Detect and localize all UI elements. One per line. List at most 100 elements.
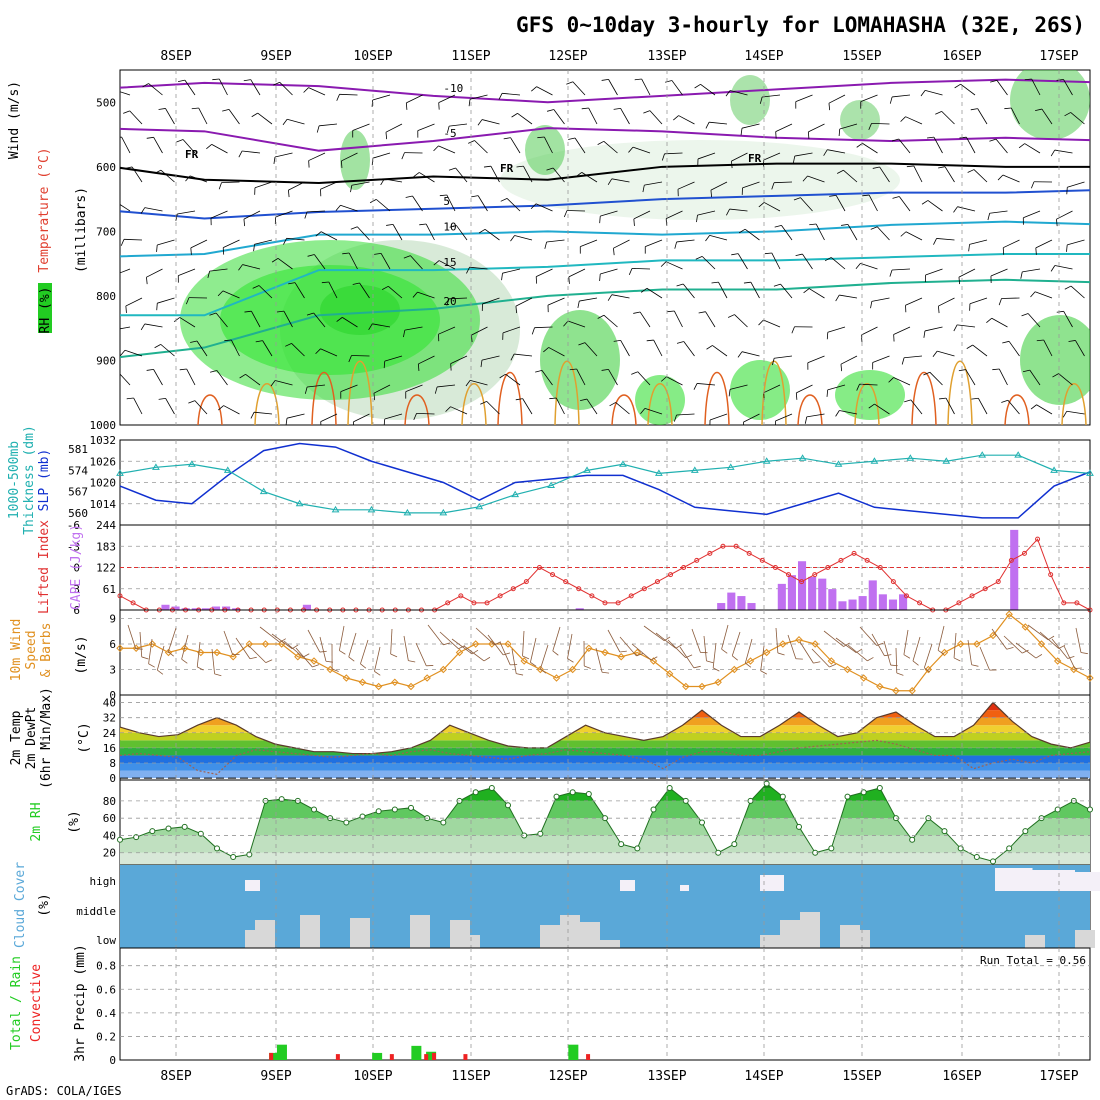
- wind-speed-point: [229, 653, 237, 661]
- wind-barb-flag: [546, 167, 554, 171]
- wind-barb-flag: [408, 660, 416, 663]
- wind-barb: [743, 413, 760, 423]
- wind-barb-flag: [992, 368, 1000, 371]
- wind-barb: [787, 634, 797, 659]
- date-label-bottom: 15SEP: [842, 1069, 881, 1084]
- wind-barb-flag: [938, 306, 940, 314]
- wind-barb: [194, 400, 208, 415]
- wind-barb: [631, 268, 651, 270]
- thickness-point: [655, 469, 663, 476]
- wind-barb: [274, 152, 293, 158]
- wind-barb: [547, 297, 565, 306]
- wind-speed-point: [180, 644, 189, 652]
- wind-barb-flag: [336, 94, 340, 101]
- wind-barb: [125, 297, 143, 307]
- wind-barb: [741, 123, 760, 129]
- temperature-tick: 16: [103, 742, 116, 755]
- wind-barb: [637, 371, 651, 386]
- li-point: [615, 600, 621, 606]
- temperature-panel: 0 8 16 24 32 40 2m Temp2m DewPt(6hr Min/Max) (°…: [9, 687, 1091, 789]
- wind-barb-flag: [660, 261, 667, 267]
- rh-point: [957, 845, 964, 852]
- wind-barb: [808, 288, 825, 299]
- wind-barb-flag: [706, 345, 713, 350]
- wind-barb-flag: [157, 669, 164, 675]
- wind-barb: [451, 638, 473, 655]
- wind-barb-flag: [758, 319, 764, 326]
- wind-barb: [129, 110, 143, 125]
- thickness-point: [1050, 466, 1058, 473]
- wind-barb: [127, 624, 137, 649]
- wind-barb-flag: [772, 358, 775, 366]
- wind-barb: [216, 370, 228, 386]
- wind-barb: [1015, 642, 1037, 659]
- li-point: [550, 572, 556, 578]
- precip-total-bar: [269, 1052, 280, 1060]
- wind-barb: [876, 226, 890, 241]
- wind-speed-point: [261, 640, 270, 648]
- wind-barb: [1007, 399, 1020, 415]
- wind-barb: [771, 252, 781, 270]
- wind-speed-point: [342, 674, 351, 682]
- wind-barb-flag: [285, 418, 288, 425]
- wind-barb-flag: [1074, 667, 1082, 669]
- wind-barb: [671, 80, 683, 96]
- contour-label: 5: [443, 195, 450, 208]
- wind-barb-flag: [531, 86, 537, 92]
- wind-barb-flag: [403, 255, 411, 259]
- wind-barb: [619, 636, 637, 657]
- wind-speed-point: [374, 682, 383, 691]
- wind-barb: [1063, 79, 1073, 96]
- wind-barb-flag: [602, 671, 610, 674]
- thickness-point: [619, 460, 627, 467]
- wind-barb: [996, 80, 1008, 96]
- temperature-axis-label: 2m Temp2m DewPt(6hr Min/Max): [9, 687, 54, 789]
- thickness-axis-label: 1000-500mbThickness (dm): [7, 425, 37, 535]
- wind-barb-flag: [804, 416, 808, 424]
- wind-barb: [320, 181, 338, 190]
- pressure-tick: 900: [96, 354, 116, 367]
- wind-barb-flag: [142, 83, 149, 88]
- wind-barb: [847, 224, 858, 241]
- wind-barb: [1002, 174, 1020, 183]
- wind-barb: [960, 83, 976, 96]
- wind-barb: [511, 648, 517, 674]
- li-tick: 0: [73, 562, 80, 575]
- wind-barb: [861, 326, 878, 336]
- cape-bar: [858, 596, 867, 610]
- warm-contour: [1061, 383, 1087, 425]
- wind-barb-flag: [1068, 340, 1076, 342]
- wind-barb-flag: [872, 166, 880, 169]
- rh-region: [180, 240, 480, 400]
- rh-point: [990, 858, 996, 865]
- chart-title: GFS 0~10day 3-hourly for LOMAHASHA (32E,…: [516, 13, 1085, 37]
- wind-barb: [415, 642, 427, 666]
- wind-barb: [165, 398, 175, 415]
- li-point: [1021, 550, 1027, 556]
- wind-barb-flag: [737, 351, 743, 358]
- wind-barb: [665, 261, 683, 270]
- wind-barb-flag: [986, 317, 993, 324]
- wind-barb-flag: [705, 122, 710, 129]
- wind-barb: [157, 239, 175, 246]
- li-point: [956, 600, 962, 606]
- wind-barb-flag: [601, 78, 609, 81]
- warm-contour: [704, 372, 730, 425]
- wind-speed-point: [455, 648, 464, 657]
- wind-barb-flag: [276, 310, 285, 313]
- li-point: [536, 565, 542, 570]
- precip-convective-bar: [586, 1054, 591, 1060]
- li-point: [576, 586, 582, 592]
- low-cloud-block: [800, 912, 820, 948]
- wind-barb-flag: [990, 80, 998, 83]
- wind-barb: [734, 314, 748, 328]
- wind-barb-flag: [304, 211, 308, 219]
- thickness-tick: 560: [68, 507, 88, 520]
- wind-barb: [372, 323, 391, 328]
- wind-barb-flag: [868, 123, 872, 131]
- wind-barb-flag: [217, 290, 224, 297]
- wind-barb-flag: [340, 160, 343, 168]
- li-point: [130, 600, 136, 606]
- wind-barb-flag: [239, 373, 246, 379]
- wind-barb: [320, 231, 338, 241]
